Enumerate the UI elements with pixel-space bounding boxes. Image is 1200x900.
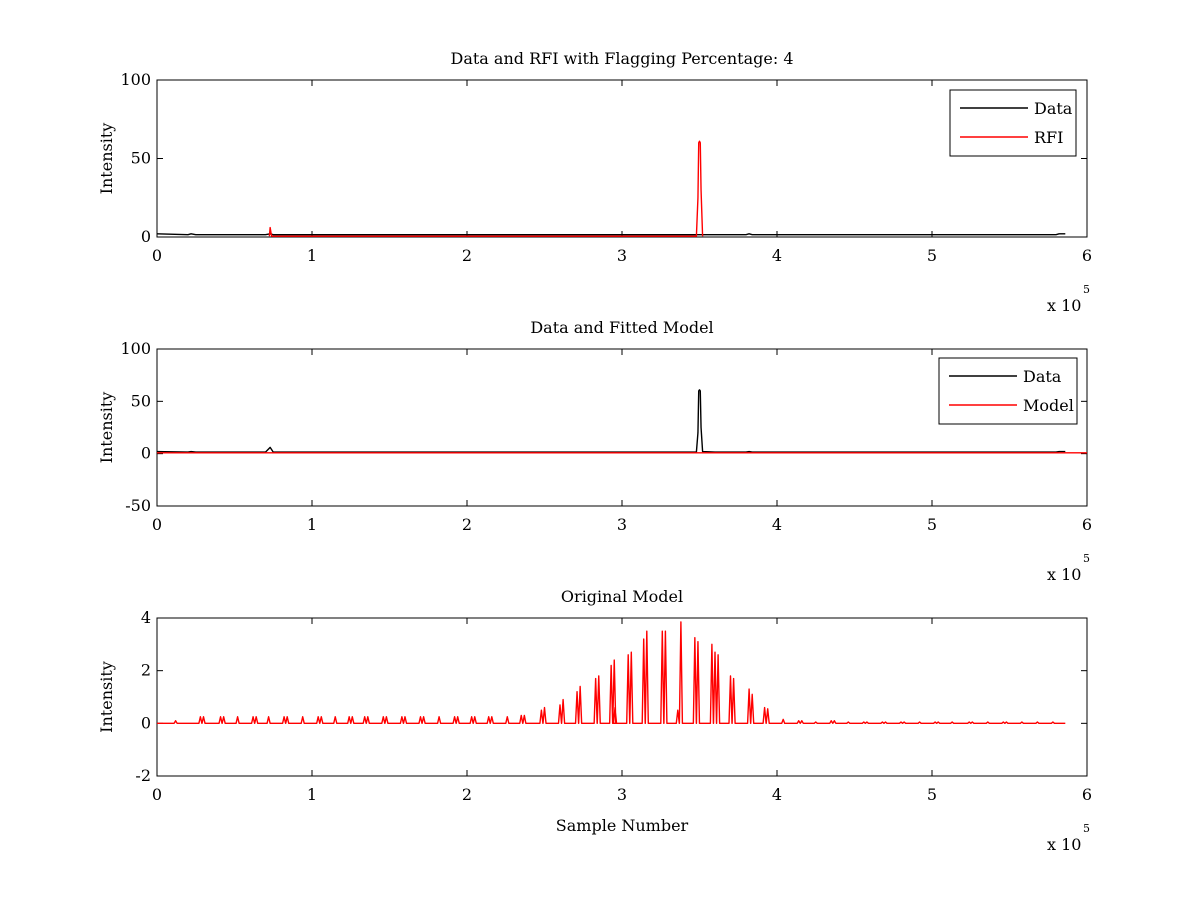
y-tick-label: 50 (131, 391, 151, 410)
y-tick-label: 0 (141, 227, 151, 246)
x-multiplier-base: x 10 (1047, 835, 1081, 854)
chart-title: Data and RFI with Flagging Percentage: 4 (450, 49, 793, 68)
series-group (157, 389, 1087, 454)
legend-box (949, 89, 1077, 157)
x-tick-label: 0 (152, 246, 162, 265)
plot-area (156, 79, 1088, 238)
x-tick-label: 5 (927, 785, 937, 804)
x-tick-label: 2 (462, 785, 472, 804)
legend-box (938, 357, 1078, 425)
x-tick-label: 1 (307, 246, 317, 265)
subplot-1: Data and RFI with Flagging Percentage: 4… (97, 49, 1092, 315)
x-tick-label: 6 (1082, 785, 1092, 804)
x-tick-label: 2 (462, 246, 472, 265)
x-tick-label: 3 (617, 246, 627, 265)
legend-label-rfi: RFI (1034, 128, 1063, 147)
x-tick-label: 1 (307, 785, 317, 804)
series-group (157, 140, 1066, 237)
x-multiplier-exponent: 5 (1083, 283, 1090, 296)
series-line-data (157, 233, 1066, 236)
y-tick-label: 100 (120, 70, 151, 89)
chart-title: Original Model (561, 587, 683, 606)
chart-title: Data and Fitted Model (530, 318, 713, 337)
y-tick-label: 0 (141, 713, 151, 732)
x-tick-label: 0 (152, 515, 162, 534)
legend: Data RFI (949, 89, 1077, 157)
x-tick-label: 5 (927, 246, 937, 265)
x-axis-label: Sample Number (556, 816, 689, 835)
series-group (157, 621, 1066, 725)
y-axis-label: Intensity (97, 123, 116, 195)
y-axis-label: Intensity (97, 392, 116, 464)
x-tick-label: 3 (617, 515, 627, 534)
x-tick-label: 0 (152, 785, 162, 804)
x-tick-label: 5 (927, 515, 937, 534)
x-multiplier-exponent: 5 (1083, 552, 1090, 565)
plot-area (156, 617, 1088, 777)
x-tick-label: 3 (617, 785, 627, 804)
x-tick-label: 6 (1082, 515, 1092, 534)
x-multiplier-base: x 10 (1047, 296, 1081, 315)
x-tick-label: 2 (462, 515, 472, 534)
x-tick-label: 4 (772, 515, 782, 534)
y-tick-label: 4 (141, 608, 151, 627)
legend: Data Model (938, 357, 1078, 425)
y-tick-label: 100 (120, 339, 151, 358)
y-tick-label: 0 (141, 444, 151, 463)
x-multiplier-exponent: 5 (1083, 822, 1090, 835)
y-tick-label: -2 (135, 766, 151, 785)
x-tick-label: 4 (772, 785, 782, 804)
y-tick-label: -50 (125, 496, 151, 515)
y-axis-label: Intensity (97, 661, 116, 733)
legend-label-model: Model (1023, 396, 1074, 415)
x-tick-label: 4 (772, 246, 782, 265)
y-tick-label: 2 (141, 661, 151, 680)
legend-label-data: Data (1034, 99, 1073, 118)
y-tick-label: 50 (131, 149, 151, 168)
series-line-data (157, 389, 1066, 453)
series-line-rfi (268, 140, 704, 237)
series-line-model (157, 621, 1066, 725)
x-multiplier-base: x 10 (1047, 565, 1081, 584)
x-tick-label: 1 (307, 515, 317, 534)
x-tick-label: 6 (1082, 246, 1092, 265)
legend-label-data: Data (1023, 367, 1062, 386)
